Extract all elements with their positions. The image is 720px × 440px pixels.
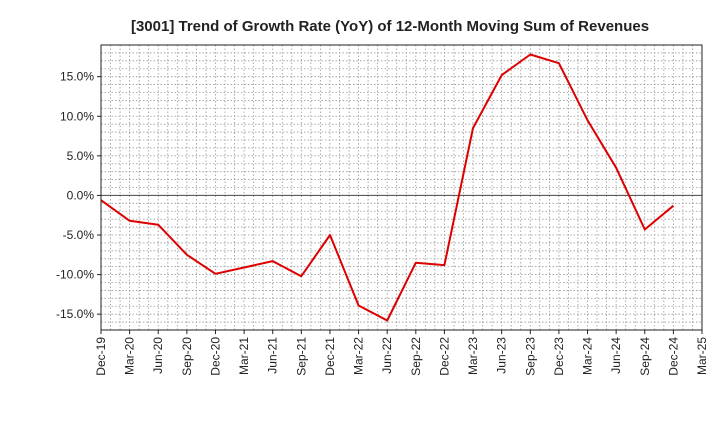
- y-tick-label: 10.0%: [60, 109, 94, 123]
- x-tick-label: Sep-21: [294, 337, 308, 376]
- x-tick-label: Sep-23: [523, 337, 537, 376]
- x-tick-label: Sep-24: [638, 337, 652, 376]
- y-tick-label: -10.0%: [56, 268, 94, 282]
- series-layer: [100, 53, 675, 322]
- y-tick-label: -15.0%: [56, 307, 94, 321]
- x-tick-label: Mar-22: [352, 337, 366, 375]
- y-tick-label: 15.0%: [60, 70, 94, 84]
- x-tick-label: Dec-20: [208, 337, 222, 376]
- x-tick-label: Sep-22: [409, 337, 423, 376]
- series-line: [100, 53, 675, 322]
- x-tick-label: Dec-24: [666, 337, 680, 376]
- x-tick-label: Dec-21: [323, 337, 337, 376]
- x-tick-label: Mar-20: [123, 337, 137, 375]
- plot-area: [100, 44, 703, 331]
- x-tick-label: Dec-19: [94, 337, 108, 376]
- x-tick-label: Jun-24: [609, 337, 623, 374]
- x-tick-label: Jun-21: [266, 337, 280, 374]
- x-tick-label: Dec-22: [437, 337, 451, 376]
- grid: [100, 44, 703, 331]
- y-tick-label: -5.0%: [63, 228, 95, 242]
- x-axis: Dec-19 Mar-20 Jun-20 Sep-20 Dec-20 Mar-21 Jun-…: [94, 330, 709, 376]
- y-tick-label: 5.0%: [67, 149, 95, 163]
- x-tick-label: Dec-23: [552, 337, 566, 376]
- x-tick-label: Jun-20: [151, 337, 165, 374]
- x-tick-label: Sep-20: [180, 337, 194, 376]
- x-tick-label: Mar-23: [466, 337, 480, 375]
- x-tick-label: Mar-25: [695, 337, 709, 375]
- x-tick-label: Jun-22: [380, 337, 394, 374]
- x-tick-label: Jun-23: [495, 337, 509, 374]
- y-axis: 15.0% 10.0% 5.0% 0.0% -5.0% -10.0% -15.0%: [56, 70, 101, 321]
- y-tick-label: 0.0%: [67, 188, 95, 202]
- x-tick-label: Mar-24: [581, 337, 595, 375]
- chart-title: [3001] Trend of Growth Rate (YoY) of 12-…: [131, 18, 649, 35]
- x-tick-label: Mar-21: [237, 337, 251, 375]
